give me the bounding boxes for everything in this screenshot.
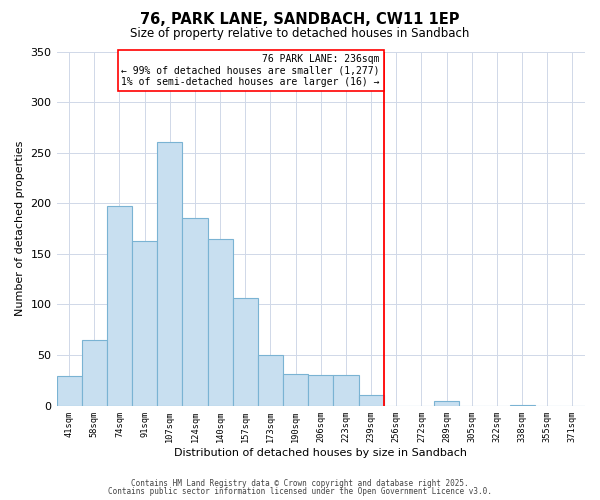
Y-axis label: Number of detached properties: Number of detached properties (15, 141, 25, 316)
Text: Contains HM Land Registry data © Crown copyright and database right 2025.: Contains HM Land Registry data © Crown c… (131, 478, 469, 488)
Bar (182, 218, 208, 406)
Bar (308, 375, 334, 406)
Bar (258, 355, 283, 406)
Text: 76 PARK LANE: 236sqm
← 99% of detached houses are smaller (1,277)
1% of semi-det: 76 PARK LANE: 236sqm ← 99% of detached h… (121, 54, 380, 86)
Bar (56, 376, 82, 406)
Bar (334, 375, 359, 406)
Bar (157, 142, 182, 406)
Bar (132, 240, 157, 406)
Bar (208, 238, 233, 406)
Bar (434, 400, 459, 406)
Bar (107, 206, 132, 406)
Bar (82, 340, 107, 406)
Bar (233, 298, 258, 406)
X-axis label: Distribution of detached houses by size in Sandbach: Distribution of detached houses by size … (174, 448, 467, 458)
Text: Size of property relative to detached houses in Sandbach: Size of property relative to detached ho… (130, 28, 470, 40)
Text: 76, PARK LANE, SANDBACH, CW11 1EP: 76, PARK LANE, SANDBACH, CW11 1EP (140, 12, 460, 28)
Bar (509, 404, 535, 406)
Text: Contains public sector information licensed under the Open Government Licence v3: Contains public sector information licen… (108, 487, 492, 496)
Bar (283, 374, 308, 406)
Bar (359, 396, 383, 406)
